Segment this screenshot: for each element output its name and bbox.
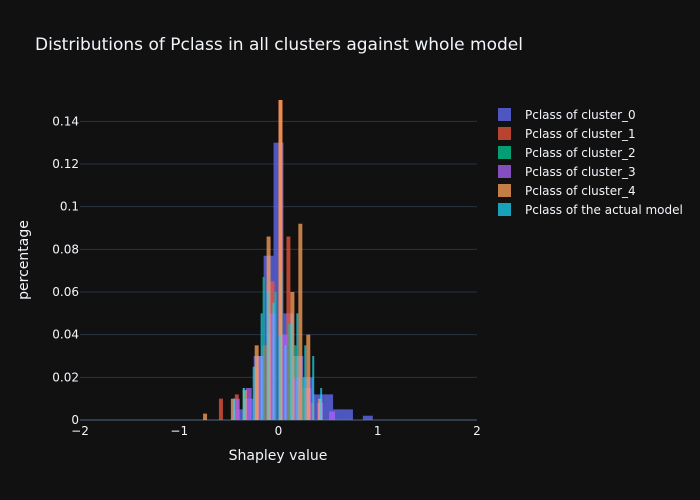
y-tick-label: 0.06	[52, 285, 79, 299]
histogram-bar[interactable]	[304, 345, 307, 420]
legend-item[interactable]: Pclass of cluster_3	[498, 165, 636, 179]
histogram-bar[interactable]	[284, 345, 287, 420]
legend-item[interactable]: Pclass of the actual model	[498, 203, 683, 217]
histogram-bar[interactable]	[203, 413, 208, 420]
legend-label: Pclass of cluster_3	[525, 165, 636, 179]
bars	[203, 100, 373, 420]
x-tick-label: 2	[473, 424, 481, 438]
x-tick-label: 0	[275, 424, 283, 438]
series-bars	[232, 292, 323, 420]
legend-item[interactable]: Pclass of cluster_4	[498, 184, 636, 198]
histogram-bar[interactable]	[288, 324, 291, 420]
histogram-bar[interactable]	[254, 345, 259, 420]
histogram-bar[interactable]	[290, 324, 293, 420]
legend-item[interactable]: Pclass of cluster_2	[498, 146, 636, 160]
histogram-bar[interactable]	[232, 398, 235, 420]
legend-item[interactable]: Pclass of cluster_1	[498, 127, 636, 141]
legend-label: Pclass of cluster_0	[525, 108, 636, 122]
y-tick-label: 0.02	[52, 370, 79, 384]
histogram-bar[interactable]	[266, 292, 269, 420]
y-tick-label: 0.08	[52, 242, 79, 256]
histogram-bar[interactable]	[272, 302, 275, 420]
legend-label: Pclass of the actual model	[525, 203, 683, 217]
chart-title: Distributions of Pclass in all clusters …	[35, 35, 523, 55]
histogram-bar[interactable]	[269, 313, 276, 420]
legend-label: Pclass of cluster_2	[525, 146, 636, 160]
x-axis-ticks: −2 −1 0 1 2	[71, 424, 481, 438]
histogram-bar[interactable]	[260, 313, 263, 420]
y-tick-label: 0.04	[52, 328, 79, 342]
histogram-bar[interactable]	[278, 100, 283, 420]
x-axis-title: Shapley value	[229, 448, 328, 464]
histogram-bar[interactable]	[320, 388, 323, 420]
legend-swatch	[498, 203, 511, 216]
y-tick-label: 0.14	[52, 114, 79, 128]
y-tick-label: 0.1	[60, 200, 79, 214]
legend-label: Pclass of cluster_4	[525, 184, 636, 198]
histogram-bar[interactable]	[323, 394, 334, 420]
histogram-bar[interactable]	[296, 313, 299, 420]
histogram-bar[interactable]	[245, 388, 252, 420]
histogram-bar[interactable]	[262, 277, 265, 420]
legend-swatch	[498, 165, 511, 178]
y-axis-ticks: 0 0.02 0.04 0.06 0.08 0.1 0.12 0.14	[52, 114, 79, 427]
y-tick-label: 0.12	[52, 157, 79, 171]
histogram-bar[interactable]	[312, 356, 315, 420]
histogram-bar[interactable]	[252, 366, 255, 420]
histogram-bar[interactable]	[306, 334, 311, 420]
histogram-bar[interactable]	[298, 223, 303, 420]
histogram-bar[interactable]	[333, 409, 344, 420]
y-tick-label: 0	[71, 413, 79, 427]
x-tick-label: 1	[374, 424, 382, 438]
legend[interactable]: Pclass of cluster_0 Pclass of cluster_1 Pc…	[498, 108, 683, 217]
x-tick-label: −2	[71, 424, 89, 438]
histogram-bar[interactable]	[343, 409, 353, 420]
x-tick-label: −1	[170, 424, 188, 438]
legend-item[interactable]: Pclass of cluster_0	[498, 108, 636, 122]
legend-label: Pclass of cluster_1	[525, 127, 636, 141]
histogram-bar[interactable]	[218, 398, 223, 420]
legend-swatch	[498, 184, 511, 197]
histogram-bar[interactable]	[233, 398, 240, 420]
histogram-bar[interactable]	[329, 411, 336, 420]
histogram-bar[interactable]	[266, 236, 271, 420]
histogram-bar[interactable]	[362, 415, 373, 420]
histogram-bar[interactable]	[278, 334, 281, 420]
histogram-bar[interactable]	[302, 377, 305, 420]
histogram-bar[interactable]	[242, 388, 245, 420]
y-axis-title: percentage	[16, 220, 32, 300]
histogram-bar[interactable]	[290, 292, 295, 420]
legend-swatch	[498, 127, 511, 140]
legend-swatch	[498, 146, 511, 159]
legend-swatch	[498, 108, 511, 121]
